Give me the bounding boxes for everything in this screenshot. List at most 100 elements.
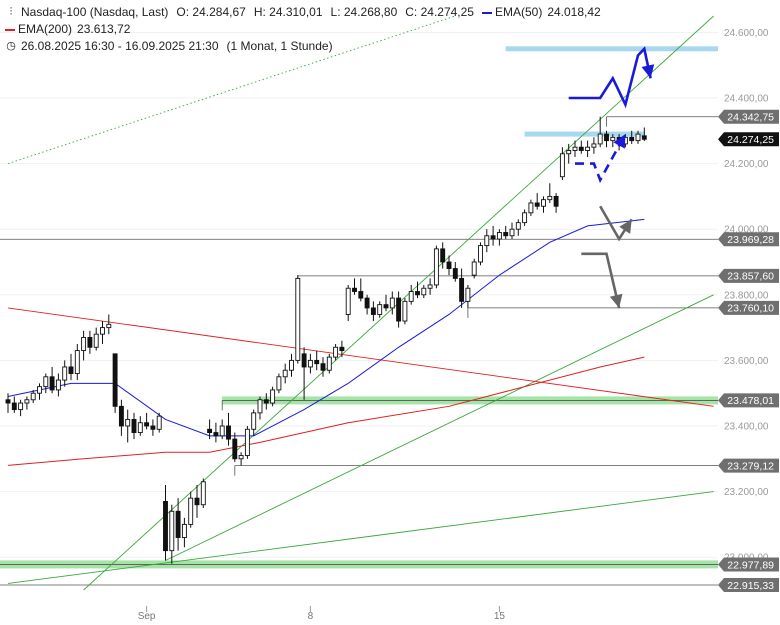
candle-body [112, 353, 118, 407]
candle-body [333, 346, 339, 358]
trendline [7, 491, 714, 584]
price-level-tag: 23.279,12 [718, 458, 779, 473]
tag-label: 23.279,12 [727, 460, 774, 472]
candle [591, 137, 597, 154]
candle-body [49, 376, 55, 391]
price-level-tag: 23.969,28 [718, 232, 779, 247]
candle-body [276, 376, 282, 391]
y-tick-label: 24.200,00 [724, 159, 769, 170]
candle-body [11, 402, 17, 411]
candle-body [503, 232, 509, 237]
candle-body [5, 399, 11, 404]
candle [30, 389, 36, 404]
candle [484, 229, 490, 253]
candle-body [232, 438, 238, 460]
arrow-head [619, 219, 632, 234]
candle-body [427, 284, 433, 289]
ema50-swatch [481, 11, 492, 14]
candle [244, 426, 250, 459]
candle-body [478, 245, 483, 263]
candle-body [528, 202, 534, 214]
candle-body [200, 481, 206, 506]
candle [597, 116, 603, 148]
candle-body [402, 300, 408, 322]
candle [213, 422, 219, 443]
candle [553, 193, 559, 213]
candle [345, 284, 351, 322]
ema200-curve [7, 356, 645, 466]
tag-shape [718, 577, 779, 592]
candle [566, 143, 572, 164]
current-price-tag: 24.274,25 [718, 132, 779, 147]
candle-body [326, 356, 332, 371]
projection-arrows [568, 46, 655, 309]
candle [396, 291, 402, 328]
tag-shape [718, 458, 779, 473]
price-level-tag: 23.857,60 [718, 268, 779, 283]
candle [74, 344, 80, 381]
candle [87, 330, 93, 354]
candle-body [452, 268, 458, 279]
candle [641, 127, 647, 142]
candle [635, 130, 641, 144]
candle [295, 275, 301, 364]
tag-label: 23.857,60 [727, 271, 774, 283]
ema50-curve [7, 218, 645, 437]
candle [131, 412, 137, 440]
candle-body [156, 415, 162, 430]
y-tick-label: 24.600,00 [724, 28, 769, 39]
candle-body [81, 336, 87, 352]
candle-body [244, 428, 250, 456]
trendline [7, 307, 714, 407]
arrow-head [609, 293, 623, 308]
price-level-lines [0, 116, 718, 586]
candlestick-icon[interactable]: ⫶ [9, 6, 13, 18]
tag-shape [718, 557, 779, 572]
y-tick-label: 23.600,00 [724, 356, 769, 367]
candle-body [566, 150, 572, 155]
candle [478, 242, 483, 266]
candle [55, 373, 61, 397]
candle [572, 140, 578, 158]
candle-body [207, 428, 213, 434]
candle [534, 193, 540, 210]
candle [276, 373, 282, 394]
trendline [165, 294, 714, 561]
candle-body [238, 455, 244, 460]
candle [364, 294, 370, 315]
candle [307, 353, 313, 374]
candle [106, 314, 112, 335]
candle-body [440, 248, 446, 263]
candle-body [213, 432, 219, 437]
candle-body [610, 136, 616, 142]
y-axis: 24.600,00 24.400,00 24.200,00 24.000,00 23.8… [724, 28, 769, 564]
period-interval: (1 Monat, 1 Stunde) [226, 39, 333, 53]
candle-body [572, 146, 578, 151]
price-level-tag: 24.342,75 [718, 109, 779, 124]
candle [18, 399, 24, 417]
candle [528, 199, 534, 217]
period-range: 26.08.2025 16:30 - 16.09.2025 21:30 [21, 39, 219, 53]
candle [446, 255, 452, 276]
candle-body [100, 327, 105, 335]
candle-body [629, 136, 635, 142]
instrument-name: Nasdaq-100 (Nasdaq, Last) [21, 5, 169, 19]
candle-body [534, 202, 540, 207]
price-level-tag: 22.977,89 [718, 557, 779, 572]
y-tick-label: 24.000,00 [724, 225, 769, 236]
candle-body [446, 261, 452, 270]
tag-label: 22.977,89 [727, 559, 774, 571]
candle [522, 209, 528, 226]
tag-shape [718, 268, 779, 283]
candle [100, 321, 105, 344]
candle [629, 130, 635, 144]
candle [24, 396, 30, 410]
candle-body [415, 291, 420, 296]
candle [263, 393, 269, 410]
price-level-tag: 22.915,33 [718, 577, 779, 592]
candle [402, 298, 408, 325]
tag-shape [718, 300, 779, 315]
candle-body [314, 359, 320, 365]
close-value: C: 24.274,25 [405, 5, 474, 19]
